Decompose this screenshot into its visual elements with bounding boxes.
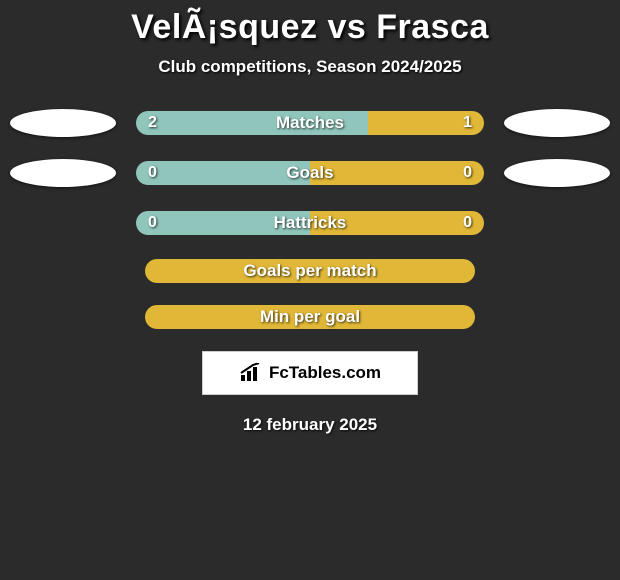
stat-row-min-per-goal: Min per goal bbox=[0, 305, 620, 329]
stat-right-segment: 0 bbox=[310, 161, 484, 185]
team-badge-left bbox=[10, 109, 116, 137]
stat-label: Goals bbox=[286, 163, 333, 183]
chart-icon bbox=[239, 363, 265, 383]
team-badge-left bbox=[10, 159, 116, 187]
full-stat-bar: Goals per match bbox=[145, 259, 475, 283]
stat-right-segment: 1 bbox=[368, 111, 484, 135]
stat-label: Matches bbox=[276, 113, 344, 133]
stat-label: Hattricks bbox=[274, 213, 347, 233]
stat-right-value: 0 bbox=[463, 164, 472, 182]
stat-right-value: 0 bbox=[463, 214, 472, 232]
stat-bar: 2 1 Matches bbox=[136, 111, 484, 135]
stat-left-value: 0 bbox=[148, 164, 157, 182]
stat-left-value: 2 bbox=[148, 114, 157, 132]
stat-row-goals: 0 0 Goals bbox=[0, 159, 620, 187]
team-badge-right bbox=[504, 109, 610, 137]
brand-text: FcTables.com bbox=[269, 363, 381, 383]
stat-left-value: 0 bbox=[148, 214, 157, 232]
subtitle: Club competitions, Season 2024/2025 bbox=[158, 57, 461, 77]
stat-label: Min per goal bbox=[260, 307, 360, 327]
stat-label: Goals per match bbox=[243, 261, 376, 281]
brand-attribution: FcTables.com bbox=[202, 351, 418, 395]
bars-section: 2 1 Matches 0 0 Goals bbox=[0, 109, 620, 329]
comparison-infographic: VelÃ¡squez vs Frasca Club competitions, … bbox=[0, 0, 620, 435]
team-badge-right bbox=[504, 159, 610, 187]
date-text: 12 february 2025 bbox=[243, 415, 377, 435]
stat-row-matches: 2 1 Matches bbox=[0, 109, 620, 137]
stat-row-goals-per-match: Goals per match bbox=[0, 259, 620, 283]
stat-right-value: 1 bbox=[463, 114, 472, 132]
full-stat-bar: Min per goal bbox=[145, 305, 475, 329]
stat-left-segment: 0 bbox=[136, 161, 310, 185]
page-title: VelÃ¡squez vs Frasca bbox=[131, 8, 489, 47]
stat-bar: 0 0 Hattricks bbox=[136, 211, 484, 235]
stat-row-hattricks: 0 0 Hattricks bbox=[0, 209, 620, 237]
stat-bar: 0 0 Goals bbox=[136, 161, 484, 185]
